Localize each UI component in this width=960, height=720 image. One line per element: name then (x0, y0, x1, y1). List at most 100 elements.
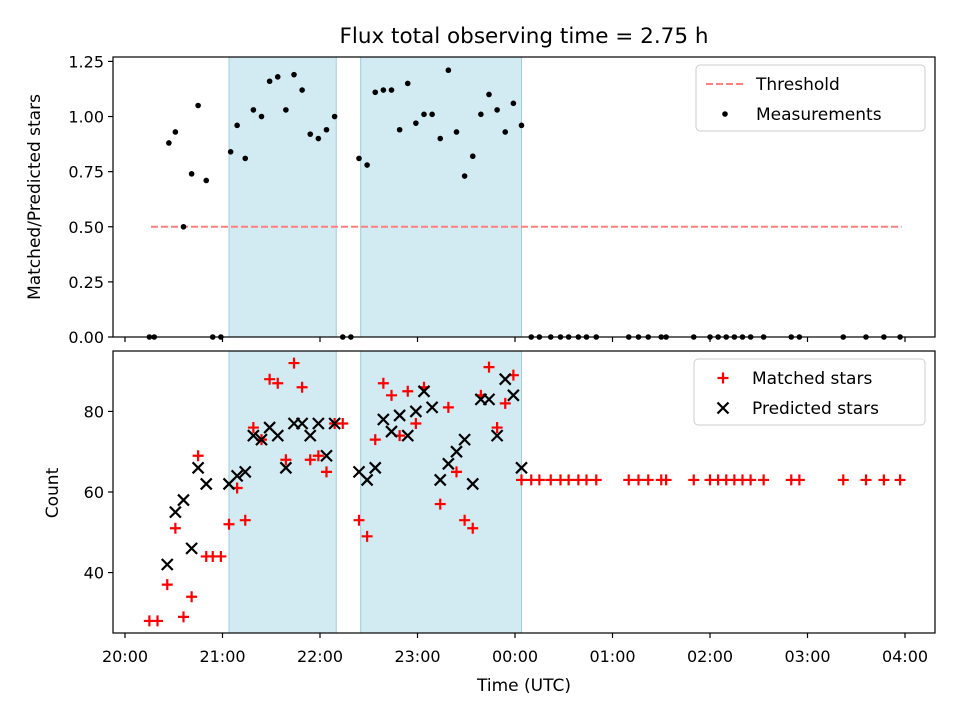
measurements-point (315, 135, 322, 142)
measurements-point (195, 102, 201, 109)
matched-stars-point (223, 518, 235, 530)
x-tick-label: 00:00 (492, 647, 538, 666)
matched-stars-point (353, 514, 365, 526)
predicted-stars-point (320, 449, 333, 463)
x-tick-label: 23:00 (394, 647, 440, 666)
predicted-stars-point (377, 413, 390, 426)
top-y-tick-label: 1.25 (68, 52, 104, 71)
measurements-point (364, 162, 370, 168)
matched-stars-point (152, 615, 163, 627)
legend-matched-stars-label: Matched stars (752, 369, 872, 389)
measurements-point (172, 129, 179, 135)
top-y-tick-label: 1.00 (68, 108, 104, 127)
observing-window-band (228, 350, 337, 634)
matched-stars-point (386, 389, 397, 401)
measurements-point (274, 74, 281, 80)
predicted-stars-point (247, 429, 260, 442)
measurements-point (445, 67, 452, 74)
predicted-stars-point (409, 405, 423, 418)
measurements-point (453, 129, 460, 135)
matched-stars-point (321, 466, 332, 478)
bottom-y-tick-label: 60 (84, 483, 104, 502)
predicted-stars-point (507, 389, 520, 402)
matched-stars-point (563, 474, 575, 486)
measurements-point (166, 140, 172, 146)
measurements-point (510, 100, 517, 107)
measurements-point (283, 107, 289, 113)
x-axis-label: Time (UTC) (476, 676, 571, 696)
bottom-y-axis-label: Count (43, 467, 63, 518)
measurements-point (372, 89, 379, 96)
matched-stars-point (467, 522, 479, 534)
measurements-point (478, 111, 484, 118)
bottom-y-tick-label: 40 (84, 564, 104, 583)
matched-stars-point (186, 591, 198, 603)
predicted-stars-point (312, 417, 325, 430)
predicted-stars-point (255, 433, 268, 446)
bottom-legend: Matched stars Predicted stars (693, 358, 926, 426)
matched-stars-point (215, 550, 227, 562)
matched-stars-point (361, 530, 373, 542)
measurements-point (258, 113, 265, 120)
observing-window-band (228, 56, 337, 338)
observing-window-band (360, 56, 522, 338)
measurements-point (356, 155, 362, 162)
predicted-stars-point (433, 473, 447, 487)
measurements-point (429, 111, 435, 118)
matched-stars-point (623, 474, 635, 486)
predicted-stars-point (303, 429, 317, 442)
predicted-stars-point (199, 477, 213, 491)
x-tick-label: 01:00 (589, 647, 635, 666)
measurements-point (380, 87, 387, 93)
matched-stars-point (590, 474, 602, 486)
measurements-point (266, 78, 273, 85)
x-tick-label: 02:00 (687, 647, 733, 666)
matched-stars-point (169, 522, 181, 534)
predicted-stars-point (482, 393, 496, 406)
predicted-stars-point (401, 429, 415, 442)
predicted-stars-point (490, 429, 504, 442)
predicted-stars-point (393, 409, 406, 422)
predicted-stars-point (425, 401, 439, 414)
predicted-stars-point (458, 433, 471, 446)
predicted-stars-point (191, 461, 205, 475)
matched-stars-point (247, 422, 259, 434)
matched-stars-point (745, 474, 757, 486)
matched-stars-point (161, 579, 173, 591)
x-tick-label: 21:00 (199, 647, 245, 666)
matched-stars-point (642, 474, 654, 486)
predicted-stars-point (160, 558, 174, 571)
predicted-stars-point (450, 445, 463, 458)
x-tick-label: 03:00 (784, 647, 830, 666)
measurements-point (388, 87, 395, 93)
matched-stars-point (516, 474, 527, 486)
top-y-tick-label: 0.25 (68, 273, 104, 292)
x-tick-label: 04:00 (882, 647, 928, 666)
matched-stars-point (878, 474, 890, 486)
legend-measurements-swatch (722, 111, 728, 117)
legend-measurements-label: Measurements (756, 105, 882, 125)
predicted-stars-point (417, 385, 431, 398)
predicted-stars-point (230, 469, 244, 483)
measurements-point (437, 135, 444, 142)
top-y-tick-label: 0.50 (68, 218, 104, 237)
measurements-point (461, 173, 468, 179)
measurements-point (203, 177, 210, 184)
chart-title: Flux total observing time = 2.75 h (340, 24, 709, 49)
matched-stars-point (860, 474, 872, 486)
matched-stars-point (337, 418, 349, 430)
matched-stars-point (633, 474, 644, 486)
measurements-point (323, 126, 330, 133)
measurements-point (227, 149, 234, 155)
matched-stars-point (402, 385, 414, 397)
matched-stars-point (451, 466, 462, 478)
matched-stars-point (688, 474, 700, 486)
matched-stars-point (239, 514, 251, 526)
legend-predicted-stars-label: Predicted stars (752, 399, 879, 419)
measurements-point (421, 111, 427, 118)
predicted-stars-point (515, 461, 528, 475)
measurements-point (396, 126, 403, 133)
measurements-point (188, 171, 195, 177)
measurements-point (494, 107, 500, 113)
